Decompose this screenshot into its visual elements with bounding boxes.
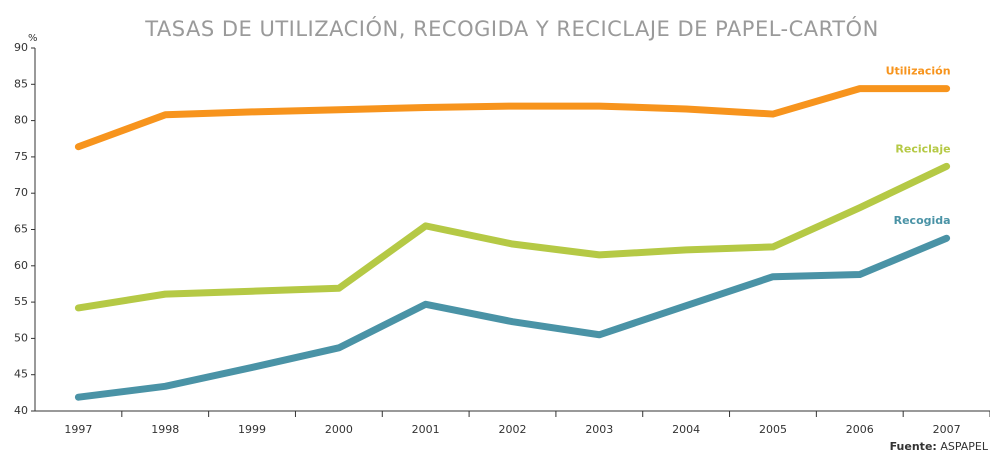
x-tick-label: 1998 <box>151 423 179 436</box>
y-tick-label: 60 <box>14 259 28 272</box>
y-tick-label: 55 <box>14 295 28 308</box>
x-tick-label: 2002 <box>499 423 527 436</box>
y-tick-label: 65 <box>14 223 28 236</box>
x-tick-label: 2003 <box>585 423 613 436</box>
x-tick-label: 2005 <box>759 423 787 436</box>
series-label: Recogida <box>894 214 951 227</box>
series-label: Utilización <box>886 65 951 78</box>
source-label: Fuente: <box>890 440 937 453</box>
x-tick-label: 1997 <box>64 423 92 436</box>
x-tick-label: 1999 <box>238 423 266 436</box>
chart-title: TASAS DE UTILIZACIÓN, RECOGIDA Y RECICLA… <box>144 16 879 41</box>
y-tick-label: 85 <box>14 77 28 90</box>
y-tick-label: 50 <box>14 331 28 344</box>
series-line <box>74 85 951 151</box>
y-tick-label: 45 <box>14 368 28 381</box>
x-tick-label: 2007 <box>933 423 961 436</box>
y-tick-label: 90 <box>14 41 28 54</box>
x-tick-label: 2001 <box>412 423 440 436</box>
series-line <box>74 162 951 312</box>
series-label: Reciclaje <box>895 142 950 155</box>
source-name: ASPAPEL <box>940 440 989 453</box>
y-tick-label: 70 <box>14 186 28 199</box>
y-unit: % <box>28 33 38 44</box>
source: Fuente: ASPAPEL <box>890 440 989 453</box>
x-tick-label: 2004 <box>672 423 700 436</box>
y-tick-label: 40 <box>14 404 28 417</box>
x-tick-label: 2000 <box>325 423 353 436</box>
x-tick-label: 2006 <box>846 423 874 436</box>
y-tick-label: 80 <box>14 114 28 127</box>
y-tick-label: 75 <box>14 150 28 163</box>
series-line <box>74 234 951 401</box>
